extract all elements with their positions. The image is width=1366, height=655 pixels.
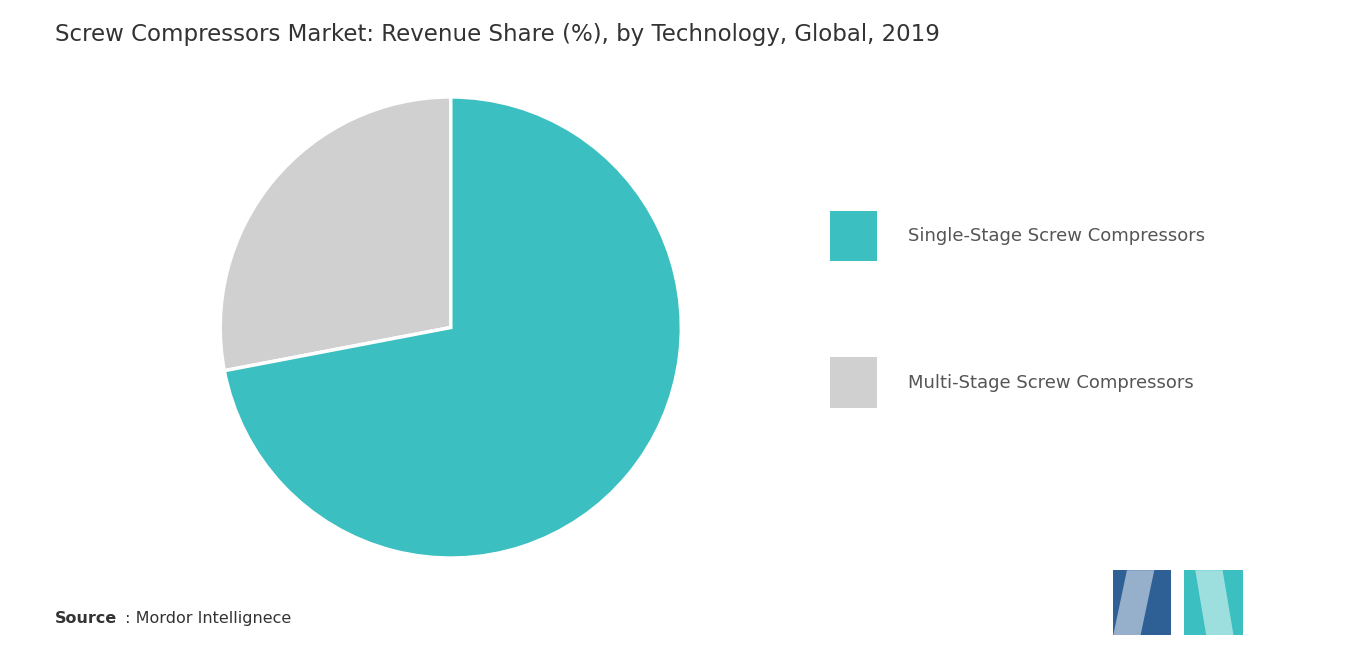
Text: : Mordor Intellignece: : Mordor Intellignece xyxy=(120,610,291,626)
Text: Multi-Stage Screw Compressors: Multi-Stage Screw Compressors xyxy=(908,373,1194,392)
Text: Screw Compressors Market: Revenue Share (%), by Technology, Global, 2019: Screw Compressors Market: Revenue Share … xyxy=(55,23,940,46)
Text: Single-Stage Screw Compressors: Single-Stage Screw Compressors xyxy=(908,227,1205,245)
Polygon shape xyxy=(1113,570,1171,635)
Wedge shape xyxy=(220,97,451,371)
Text: Source: Source xyxy=(55,610,117,626)
FancyBboxPatch shape xyxy=(831,211,877,261)
FancyBboxPatch shape xyxy=(831,358,877,407)
Polygon shape xyxy=(1195,570,1233,635)
Wedge shape xyxy=(224,97,682,558)
Polygon shape xyxy=(1184,570,1243,635)
Polygon shape xyxy=(1113,570,1154,635)
